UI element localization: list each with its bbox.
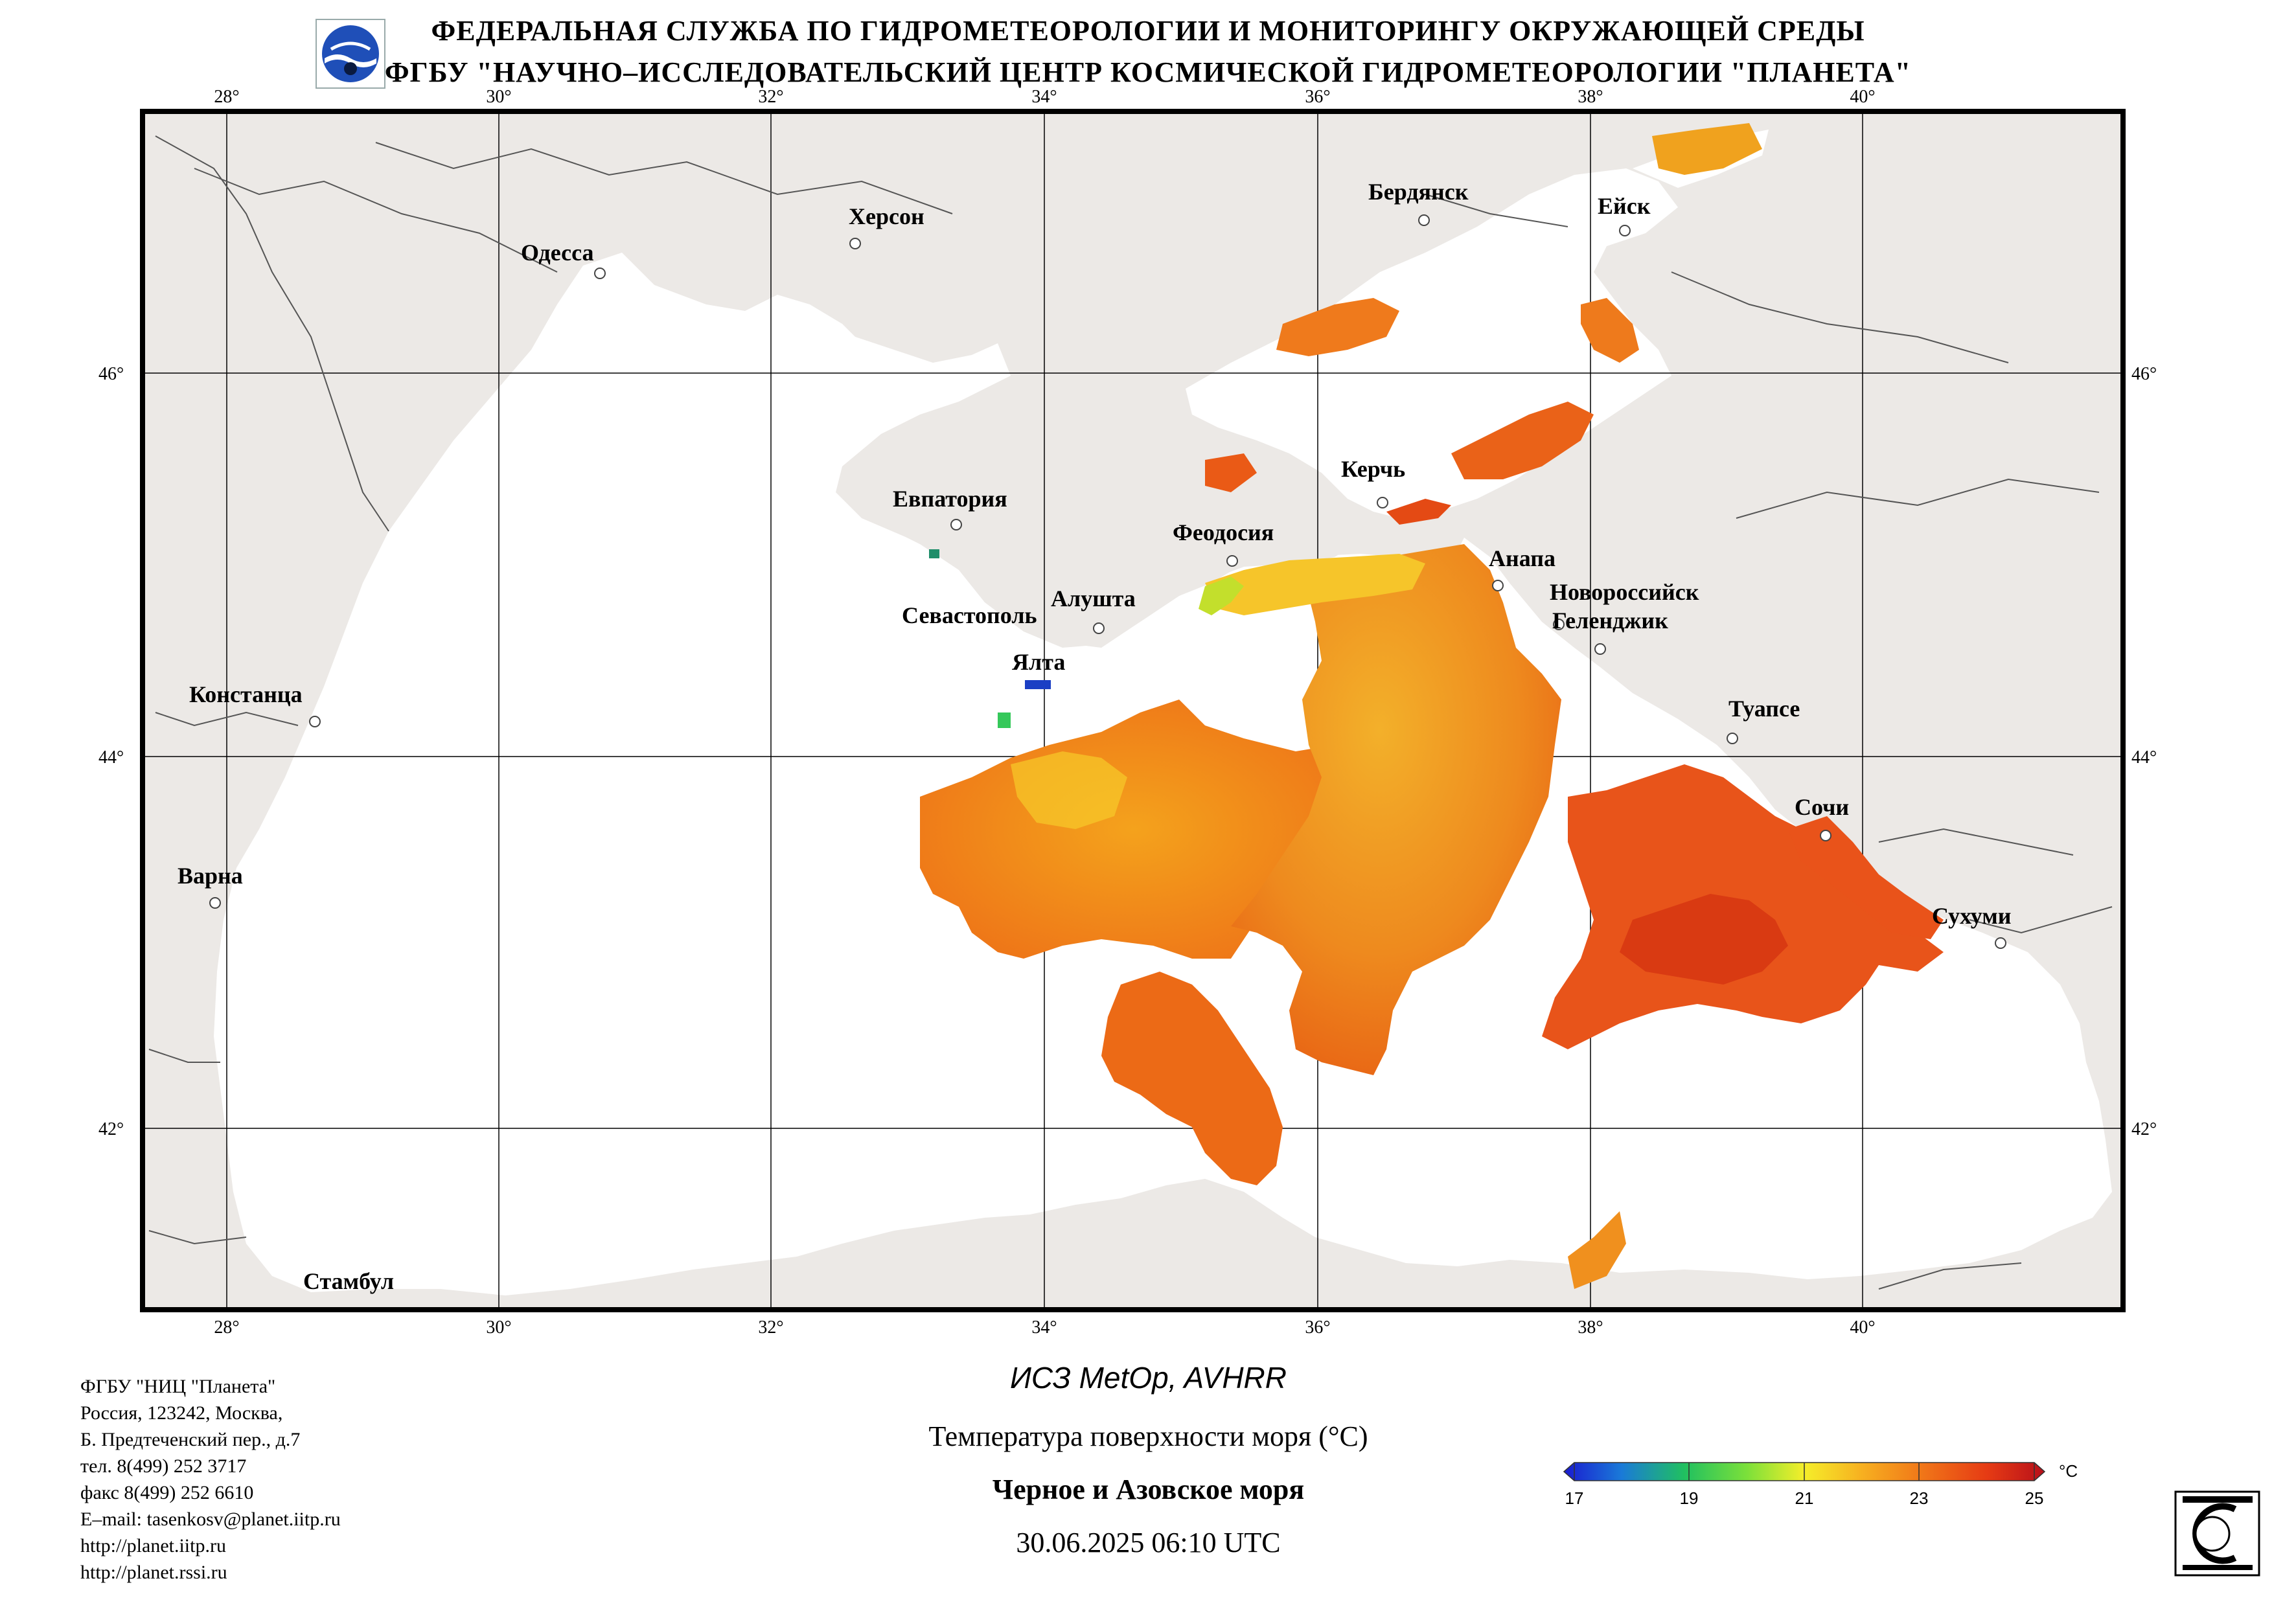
crimea-land	[842, 389, 1373, 648]
city-constanta: Констанца	[189, 681, 303, 707]
sst-sochi-coast	[1788, 816, 1944, 939]
lat-tick-right: 44°	[2131, 747, 2157, 768]
org-line: http://planet.iitp.ru	[80, 1535, 226, 1556]
sst-south-tongue	[1101, 972, 1283, 1185]
sst-center-patch	[1231, 544, 1561, 1075]
colorbar-tick: 25	[2025, 1488, 2044, 1508]
city-yeysk: Ейск	[1598, 193, 1651, 219]
org-line: тел. 8(499) 252 3717	[80, 1455, 247, 1477]
lat-tick-right: 42°	[2131, 1119, 2157, 1139]
sst-azov-patch-2	[1451, 402, 1594, 479]
colorbar-tick: 23	[1910, 1488, 1929, 1508]
city-varna: Варна	[178, 863, 243, 889]
country-borders	[148, 135, 2113, 1290]
sst-azov-patch-1	[1276, 298, 1399, 356]
iso-certificate-icon	[2174, 1490, 2260, 1577]
lon-tick-top: 30°	[486, 87, 511, 107]
datetime-label: 30.06.2025 06:10 UTC	[1016, 1527, 1281, 1558]
sst-cold-pixel	[1025, 680, 1051, 689]
lon-tick-bottom: 30°	[486, 1317, 511, 1338]
city-feodosia: Феодосия	[1173, 519, 1274, 545]
city-kherson: Херсон	[849, 203, 924, 229]
city-odessa: Одесса	[521, 240, 594, 266]
header-line-2: ФГБУ "НАУЧНО–ИССЛЕДОВАТЕЛЬСКИЙ ЦЕНТР КОС…	[384, 56, 1912, 88]
lat-ticks: 46° 44° 42° 46° 44° 42°	[98, 364, 2157, 1139]
sst-crimea-coast-yellow	[1205, 554, 1425, 615]
satellite-label: ИСЗ MetOp, AVHRR	[1009, 1361, 1287, 1395]
lon-tick-top: 38°	[1578, 87, 1603, 107]
colorbar-tick: 19	[1680, 1488, 1699, 1508]
lon-tick-bottom: 32°	[758, 1317, 783, 1338]
lon-ticks-bottom: 28° 30° 32° 34° 36° 38° 40°	[214, 1317, 1875, 1338]
lon-tick-bottom: 36°	[1305, 1317, 1330, 1338]
sst-south-small	[1568, 1211, 1626, 1289]
roshydromet-logo-icon	[316, 19, 385, 89]
sst-east-hot	[1620, 894, 1788, 985]
city-kerch: Керчь	[1341, 456, 1405, 482]
lon-tick-top: 32°	[758, 87, 783, 107]
city-sukhumi: Сухуми	[1932, 903, 2012, 929]
sst-kerch-patch	[1386, 499, 1451, 525]
city-gelendzhik: Геленджик	[1552, 608, 1668, 633]
org-line: Россия, 123242, Москва,	[80, 1402, 283, 1424]
header-line-1: ФЕДЕРАЛЬНАЯ СЛУЖБА ПО ГИДРОМЕТЕОРОЛОГИИ …	[431, 15, 1865, 47]
sst-azov-patch-3	[1581, 298, 1639, 363]
lon-tick-bottom: 34°	[1031, 1317, 1057, 1338]
city-tuapse: Туапсе	[1728, 696, 1800, 722]
city-evpatoria: Евпатория	[893, 486, 1007, 512]
city-labels: Одесса Херсон Бердянск Ейск Евпатория Ке…	[178, 179, 2012, 1294]
city-novorossiysk: Новороссийск	[1550, 579, 1699, 605]
lon-tick-top: 36°	[1305, 87, 1330, 107]
lat-tick-left: 46°	[98, 364, 124, 384]
lon-ticks-top: 28° 30° 32° 34° 36° 38° 40°	[214, 87, 1875, 107]
region-label: Черное и Азовское моря	[992, 1474, 1305, 1505]
org-line: ФГБУ "НИЦ "Планета"	[80, 1376, 276, 1397]
lon-tick-bottom: 28°	[214, 1317, 239, 1338]
lat-tick-left: 42°	[98, 1119, 124, 1139]
colorbar-tick: 17	[1565, 1488, 1584, 1508]
sst-azov-patch-4	[1652, 123, 1762, 175]
org-line: E–mail: tasenkosv@planet.iitp.ru	[80, 1509, 341, 1530]
lon-tick-bottom: 38°	[1578, 1317, 1603, 1338]
lat-tick-right: 46°	[2131, 364, 2157, 384]
city-anapa: Анапа	[1489, 545, 1556, 571]
map-frame	[140, 109, 2126, 1312]
city-markers	[209, 214, 2006, 949]
city-berdyansk: Бердянск	[1368, 179, 1469, 205]
temperature-colorbar: 17 19 21 23 25 °С	[1563, 1461, 2078, 1508]
city-sevastopol: Севастополь	[902, 602, 1037, 628]
colorbar-unit: °С	[2059, 1461, 2078, 1481]
parameter-label: Температура поверхности моря (°С)	[928, 1420, 1368, 1452]
city-yalta: Ялта	[1012, 649, 1065, 675]
colorbar-tick: 21	[1795, 1488, 1814, 1508]
city-sochi: Сочи	[1795, 794, 1849, 820]
sst-crimea-green	[1199, 576, 1244, 615]
lon-tick-top: 28°	[214, 87, 239, 107]
grid-lines	[143, 111, 2123, 1310]
sst-green-pixel	[998, 712, 1011, 728]
lon-tick-top: 34°	[1031, 87, 1057, 107]
sst-azov-patch-5	[1205, 453, 1257, 492]
city-istanbul: Стамбул	[303, 1268, 394, 1294]
organization-contacts: ФГБУ "НИЦ "Планета" Россия, 123242, Моск…	[80, 1373, 341, 1586]
org-line: Б. Предтеченский пер., д.7	[80, 1429, 301, 1450]
org-line: http://planet.rssi.ru	[80, 1562, 227, 1583]
city-alushta: Алушта	[1051, 586, 1136, 611]
sst-west-cool	[1011, 751, 1127, 829]
org-line: факс 8(499) 252 6610	[80, 1482, 254, 1503]
lat-tick-left: 44°	[98, 747, 124, 768]
lon-tick-top: 40°	[1850, 87, 1875, 107]
lon-tick-bottom: 40°	[1850, 1317, 1875, 1338]
sst-green-pixel-2	[929, 549, 939, 558]
